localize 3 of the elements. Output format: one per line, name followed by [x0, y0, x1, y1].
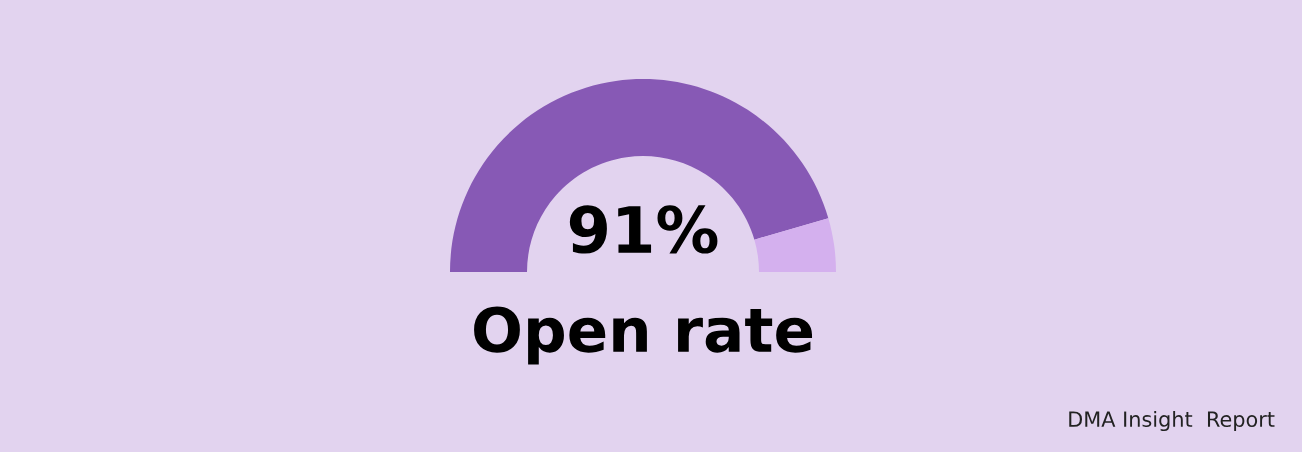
data-label: 91%	[569, 205, 718, 254]
text: DMA Insight Report	[1069, 410, 1275, 432]
text: Open rate	[474, 306, 813, 365]
